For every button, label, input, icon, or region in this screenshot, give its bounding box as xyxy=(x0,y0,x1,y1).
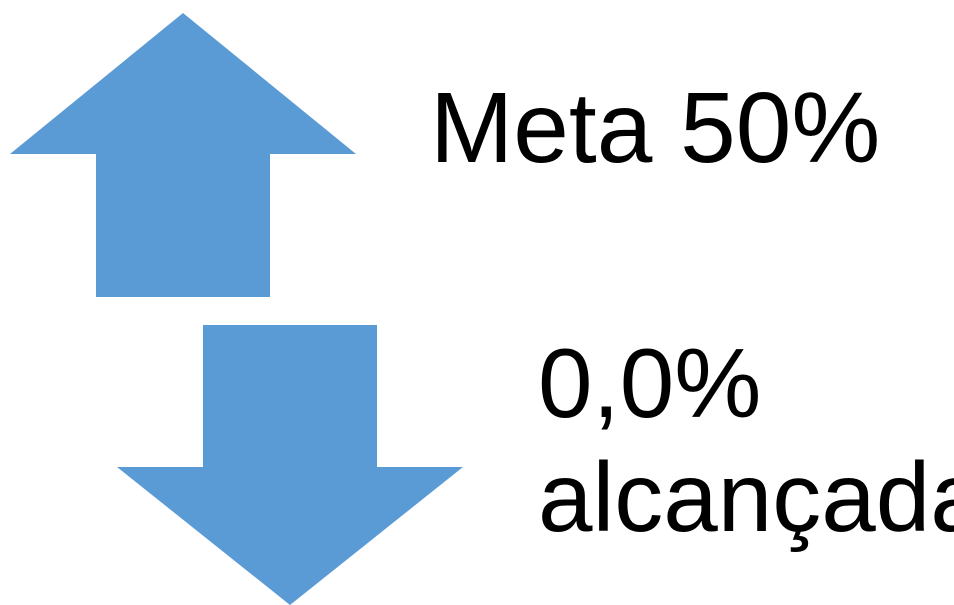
arrow-down-shape xyxy=(117,325,463,605)
achieved-label: alcançada xyxy=(538,442,954,552)
goal-label: Meta 50% xyxy=(430,72,881,184)
achieved-percentage: 0,0% xyxy=(538,328,762,438)
arrow-up-shape xyxy=(10,13,356,297)
